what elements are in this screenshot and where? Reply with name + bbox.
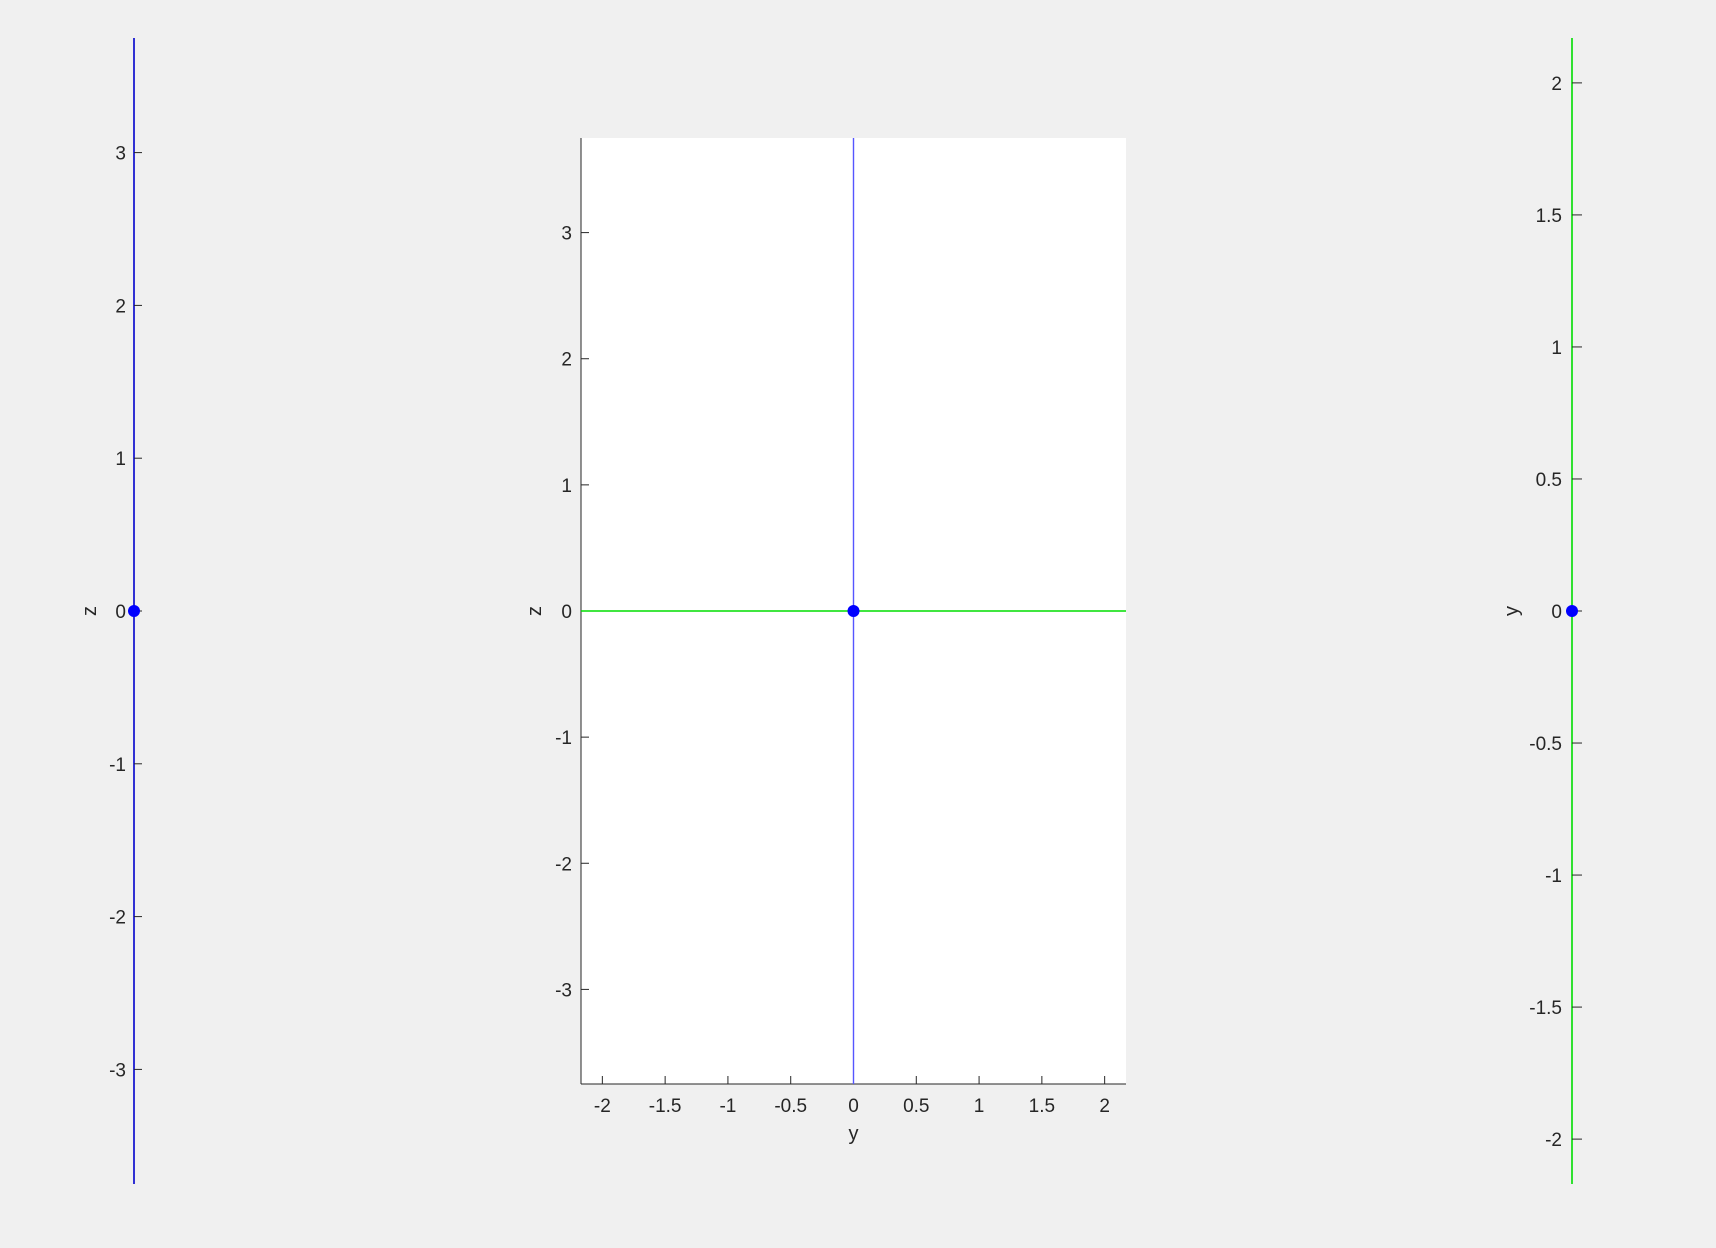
- center-y-tick-label: -1.5: [649, 1096, 682, 1117]
- center-axes: -2 -1.5 -1 -0.5 0 0.5 1 1.5 2 -3 -2 -1 0 1 2 3 y z: [524, 138, 1126, 1145]
- center-y-tick-label: 0: [848, 1096, 859, 1117]
- center-y-tick-label: 0.5: [903, 1096, 929, 1117]
- left-z-axis-label: z: [79, 606, 101, 616]
- center-z-tick-label: 2: [561, 350, 572, 371]
- right-y-tick-label: 0: [1551, 602, 1562, 623]
- right-y-tick-label: -1: [1545, 866, 1562, 887]
- left-strip-axes: -3 -2 -1 0 1 2 3 z: [79, 38, 142, 1184]
- right-y-tick-label: -2: [1545, 1130, 1562, 1151]
- center-y-tick-label: 2: [1099, 1096, 1110, 1117]
- right-y-tick-label: 1: [1551, 338, 1562, 359]
- right-y-tick-label: 0.5: [1536, 470, 1562, 491]
- left-z-tick-label: 3: [115, 144, 126, 165]
- right-y-tick-label: -0.5: [1529, 734, 1562, 755]
- right-y-tick-label: 2: [1551, 74, 1562, 95]
- center-y-tick-label: -0.5: [774, 1096, 807, 1117]
- center-z-tick-label: 1: [561, 476, 572, 497]
- left-z-tick-label: -3: [109, 1060, 126, 1081]
- right-strip-axes: -2 -1.5 -1 -0.5 0 0.5 1 1.5 2 y: [1501, 38, 1582, 1184]
- center-y-tick-label: -1: [719, 1096, 736, 1117]
- left-z-tick-label: -1: [109, 755, 126, 776]
- center-z-tick-label: -2: [555, 854, 572, 875]
- center-z-tick-label: 0: [561, 602, 572, 623]
- right-origin-point: [1566, 605, 1578, 617]
- center-z-axis-label: z: [524, 606, 546, 616]
- right-y-tick-label: -1.5: [1529, 998, 1562, 1019]
- left-z-tick-label: 2: [115, 296, 126, 317]
- center-y-tick-label: 1: [974, 1096, 985, 1117]
- center-y-axis-label: y: [849, 1123, 859, 1145]
- center-y-tick-label: -2: [594, 1096, 611, 1117]
- center-z-ticks: -3 -2 -1 0 1 2 3: [555, 224, 589, 1001]
- left-z-tick-label: 1: [115, 449, 126, 470]
- center-origin-point: [847, 605, 860, 617]
- left-origin-point: [128, 605, 140, 617]
- right-y-ticks: -2 -1.5 -1 -0.5 0 0.5 1 1.5 2: [1529, 74, 1582, 1151]
- center-z-tick-label: 3: [561, 224, 572, 245]
- right-y-tick-label: 1.5: [1536, 206, 1562, 227]
- center-y-ticks: -2 -1.5 -1 -0.5 0 0.5 1 1.5 2: [594, 1076, 1110, 1117]
- left-z-tick-label: 0: [115, 602, 126, 623]
- right-y-axis-label: y: [1501, 606, 1523, 616]
- left-z-tick-label: -2: [109, 908, 126, 929]
- center-z-tick-label: -1: [555, 728, 572, 749]
- center-y-tick-label: 1.5: [1029, 1096, 1055, 1117]
- center-z-tick-label: -3: [555, 980, 572, 1001]
